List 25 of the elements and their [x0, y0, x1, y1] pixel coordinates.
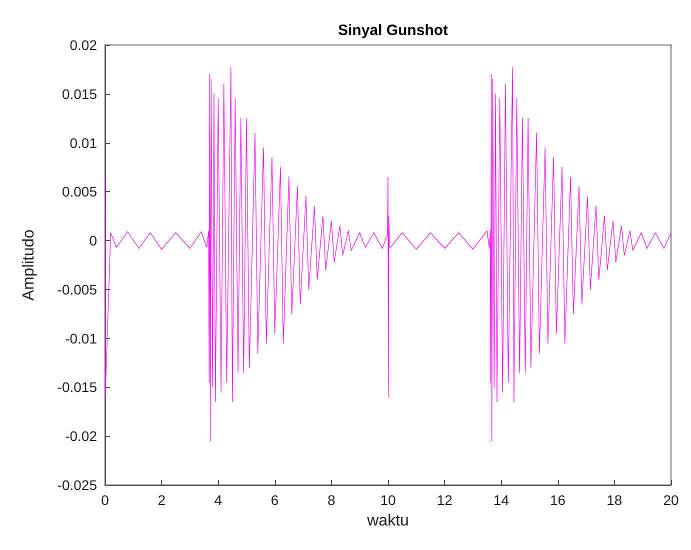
chart-title: Sinyal Gunshot — [338, 22, 448, 39]
line-series — [104, 67, 672, 442]
x-tick-label: 4 — [214, 492, 222, 508]
x-tick-label: 6 — [270, 492, 279, 508]
x-tick-label: 20 — [663, 492, 679, 508]
x-tick-label: 14 — [493, 492, 510, 508]
x-tick-label: 18 — [606, 492, 622, 508]
x-tick-label: 16 — [550, 492, 566, 508]
x-axis-title: waktu — [366, 512, 409, 530]
x-tick-label: 8 — [328, 492, 336, 508]
y-axis-title: Amplitudo — [20, 229, 38, 301]
y-tick-label: 0.015 — [62, 86, 98, 102]
x-tick-label: 0 — [101, 492, 110, 508]
y-tick-label: -0.01 — [65, 330, 98, 346]
y-tick-label: 0.01 — [70, 134, 98, 151]
x-tick-label: 10 — [380, 492, 396, 508]
y-tick-label: 0.02 — [70, 37, 98, 53]
y-tick-label: 0 — [89, 232, 98, 249]
y-tick-label: -0.025 — [57, 477, 98, 493]
x-tick-label: 12 — [436, 492, 453, 508]
y-tick-label: -0.02 — [65, 428, 98, 444]
y-tick-label: -0.015 — [57, 379, 98, 396]
y-tick-label: -0.005 — [57, 281, 98, 298]
x-tick-label: 2 — [158, 492, 166, 508]
y-tick-label: 0.005 — [62, 184, 98, 200]
